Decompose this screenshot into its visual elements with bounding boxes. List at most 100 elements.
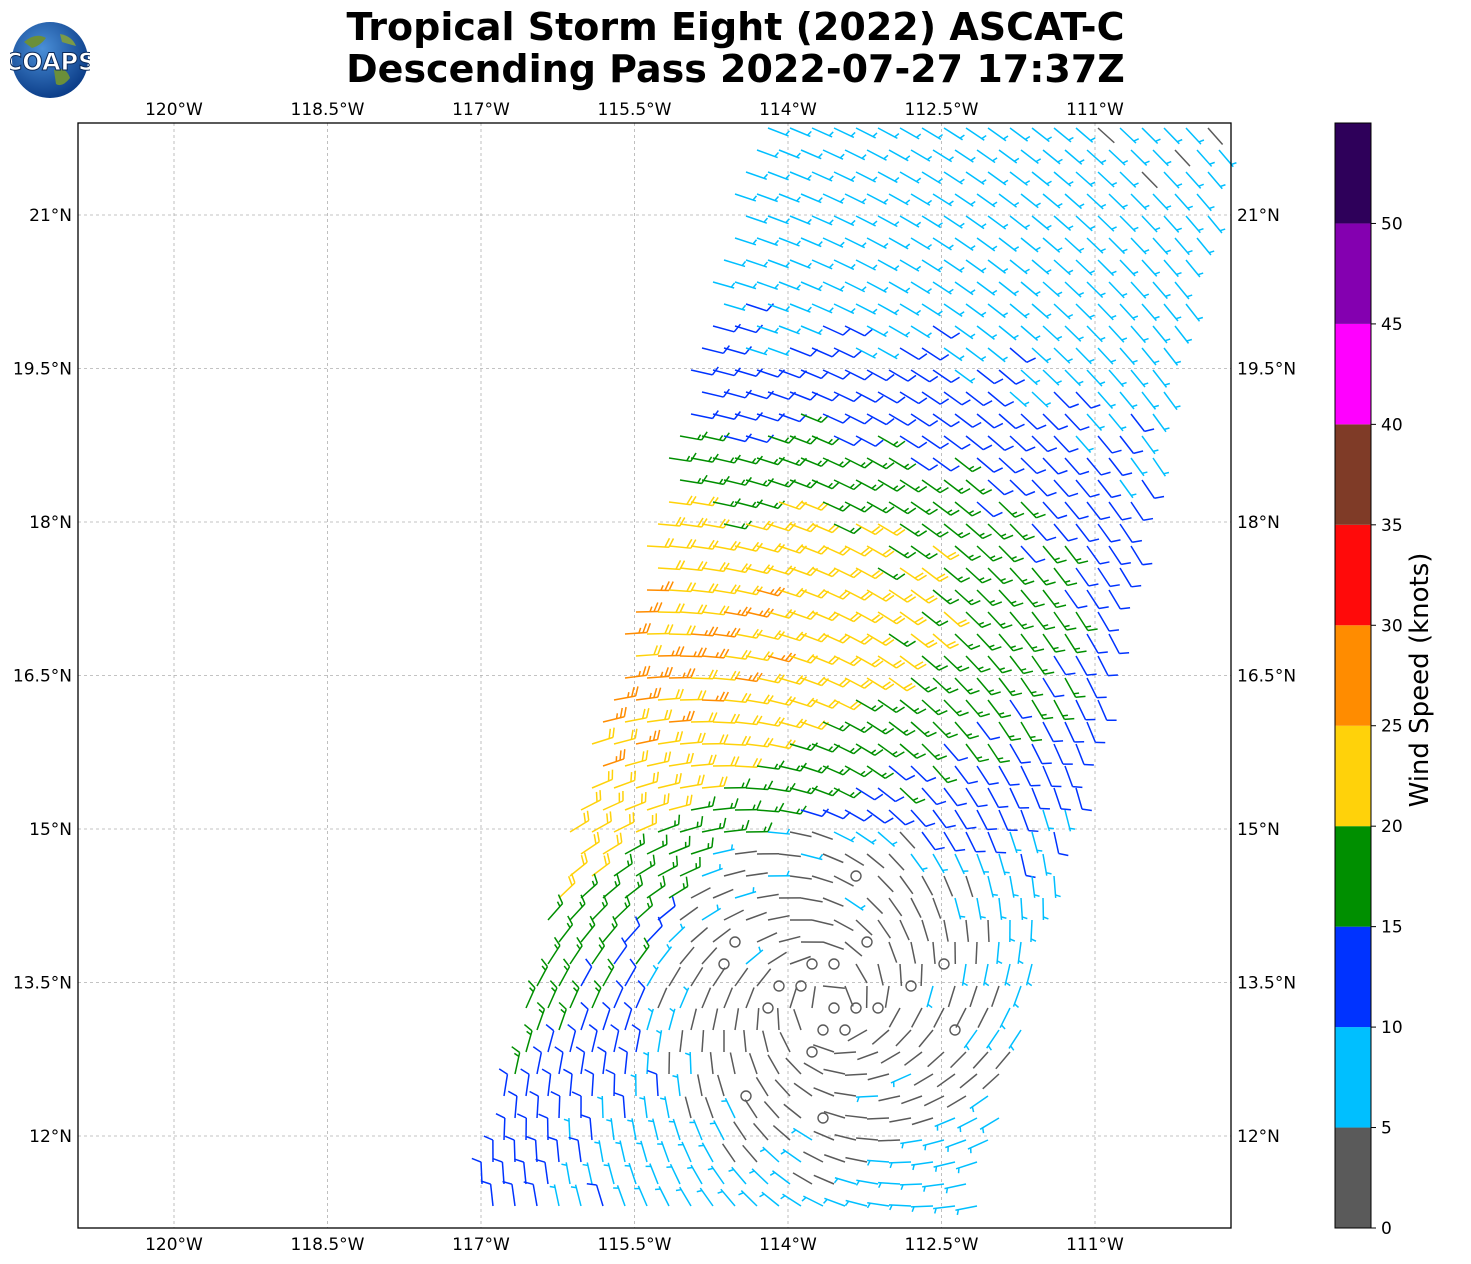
wind-barb [646,1007,654,1031]
wind-barb [1141,391,1160,410]
wind-barb [910,545,938,560]
wind-barb [606,1118,615,1141]
wind-barb [921,567,949,582]
wind-barb [624,665,651,679]
wind-barb [1086,369,1106,387]
calm-circle [817,1112,829,1124]
wind-barb [1025,963,1033,987]
wind-barb [1141,215,1161,233]
wind-barb [1064,457,1090,476]
wind-barb [1119,347,1138,366]
wind-barb [932,501,960,516]
wind-barb [1174,237,1193,256]
lat-label-right: 19.5°N [1237,360,1296,380]
wind-barb [483,1135,494,1163]
wind-barb [767,565,797,576]
wind-barb [1097,215,1117,232]
wind-barb [1108,545,1131,566]
wind-barb [1086,501,1111,521]
wind-barb [833,611,862,623]
wind-barb [965,831,986,853]
wind-barb [767,521,797,532]
wind-barb [833,523,862,535]
wind-barb [701,987,712,1009]
wind-barb [624,833,646,855]
wind-barb [1108,281,1128,299]
wind-barb [1086,193,1107,210]
wind-barb [646,964,659,987]
wind-barb [847,1029,868,1042]
wind-barb [811,215,834,226]
wind-barb [591,937,606,965]
wind-barb [1075,699,1096,721]
wind-barb [1119,435,1144,455]
wind-barb [855,479,884,491]
wind-barb [767,215,790,225]
wind-barb [1196,193,1215,212]
wind-barb [767,828,791,835]
wind-barb [899,655,927,670]
wind-barb [899,347,928,361]
wind-barb [866,325,889,338]
wind-barb [998,633,1023,652]
wind-barb [511,1046,521,1075]
wind-barb [1053,215,1074,231]
wind-barb [877,919,892,939]
wind-barb [767,782,796,793]
wind-barb [613,728,638,745]
wind-barb [877,347,900,360]
wind-barb [789,127,812,138]
wind-barb [1031,611,1056,631]
wind-barb [709,1052,714,1075]
wind-barb [998,897,1007,920]
wind-barb [745,478,775,487]
wind-barb [679,1030,684,1053]
wind-barb [728,1166,747,1185]
wind-barb [1042,501,1068,520]
wind-barb [1075,435,1094,453]
wind-barb [550,1091,561,1119]
wind-barb [780,1193,802,1207]
wind-barb [690,539,719,550]
wind-barb [648,1118,659,1141]
wind-barb [1031,787,1050,810]
wind-barb [866,457,895,470]
wind-barb [1119,259,1139,277]
wind-barb [1064,765,1083,789]
lat-label-left: 21°N [29,206,72,226]
wind-barb [1108,193,1128,210]
wind-barb [1075,655,1097,676]
wind-barb [645,1163,659,1185]
wind-barb [976,589,1003,607]
wind-barb [943,831,966,852]
wind-barb [756,586,786,597]
wind-barb [721,1143,736,1163]
wind-barb [569,852,588,877]
wind-barb [742,1144,758,1163]
wind-barb [943,699,969,717]
wind-barb [631,1024,641,1053]
wind-barb [603,1162,615,1185]
wind-barb [745,607,774,618]
colorbar-segment [1335,826,1371,927]
wind-barb [976,457,1003,473]
wind-barb [635,895,654,921]
wind-barb [976,281,998,296]
wind-barb [745,390,775,400]
wind-barb [1185,127,1205,145]
wind-barb [471,1157,483,1185]
coaps-logo: COAPS [4,20,96,100]
wind-barb [877,171,900,184]
wind-barb [588,1024,598,1053]
wind-barb [910,281,932,295]
wind-barb [812,1044,835,1053]
wind-barb [932,281,954,295]
wind-barb [844,325,873,337]
wind-barb [756,716,785,727]
lat-label-left: 16.5°N [13,667,72,687]
wind-barb [1097,567,1120,588]
wind-barb [1020,413,1047,430]
wind-barb [910,633,938,649]
wind-barb [855,567,884,580]
wind-barb [965,611,992,629]
